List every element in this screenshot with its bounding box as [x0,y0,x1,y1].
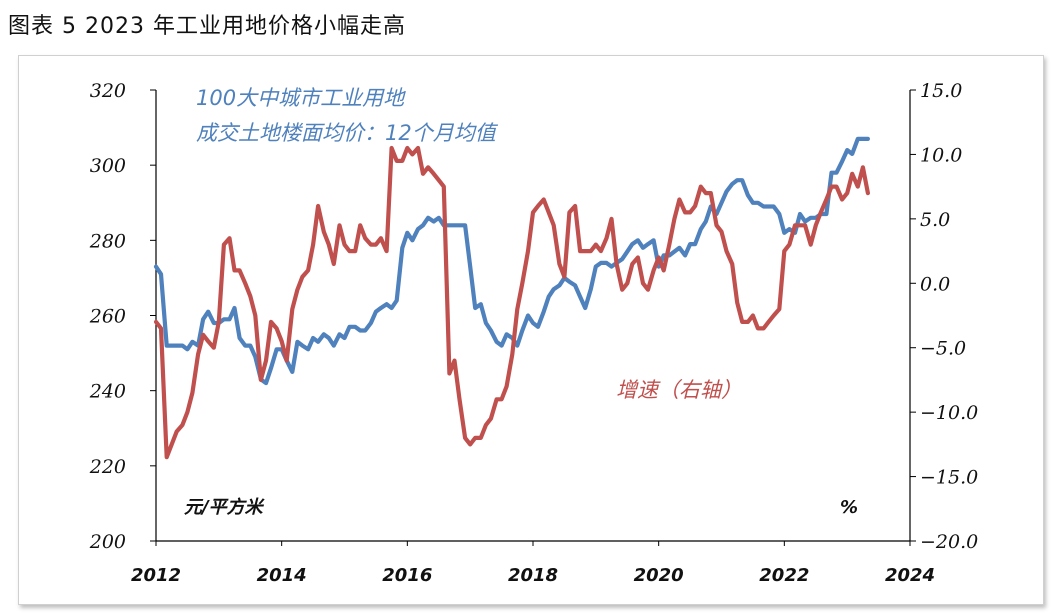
right-tick-label: −10.0 [920,402,978,424]
red-series-annotation: 增速（右轴） [616,378,742,402]
right-axis-unit: % [840,497,858,518]
right-tick-label: 5.0 [920,209,950,231]
chart: 320 300 280 260 240 220 200 15.0 10.0 5.0 0.0 −5.0… [89,80,979,586]
x-tick-label: 2022 [759,565,809,586]
x-tick-label: 2012 [131,565,181,586]
left-axis-unit: 元/平方米 [184,497,266,518]
chart-frame: 320 300 280 260 240 220 200 15.0 10.0 5.0 0.0 −5.0… [18,55,1044,605]
x-tick-label: 2024 [885,565,935,586]
right-tick-label: −20.0 [920,531,978,553]
x-tick-label: 2020 [634,565,684,586]
right-tick-label: −5.0 [920,338,966,360]
series-line-growth-rate [153,145,871,460]
x-tick-labels: 2012 2014 2016 2018 2020 2022 2024 [131,541,935,586]
left-tick-label: 300 [90,155,126,177]
right-tick-labels: 15.0 10.0 5.0 0.0 −5.0 −10.0 −15.0 −20.0 [910,80,978,553]
right-tick-label: 15.0 [920,80,962,102]
right-tick-label: 10.0 [920,144,962,166]
left-tick-label: 260 [89,306,126,328]
left-tick-label: 240 [89,381,126,403]
right-tick-label: −15.0 [920,467,978,489]
left-tick-label: 280 [89,230,126,252]
blue-series-annotation-line2: 成交土地楼面均价：12个月均值 [196,121,499,145]
figure-title: 图表 5 2023 年工业用地价格小幅走高 [8,14,406,39]
left-tick-labels: 320 300 280 260 240 220 200 [89,80,156,553]
x-tick-label: 2014 [257,565,307,586]
blue-series-annotation-line1: 100大中城市工业用地 [196,86,406,110]
left-tick-label: 200 [89,531,126,553]
series-layer [153,136,871,460]
left-tick-label: 220 [89,456,126,478]
x-tick-label: 2016 [382,565,432,586]
x-tick-label: 2018 [508,565,558,586]
left-tick-label: 320 [90,80,126,102]
right-tick-label: 0.0 [920,273,950,295]
